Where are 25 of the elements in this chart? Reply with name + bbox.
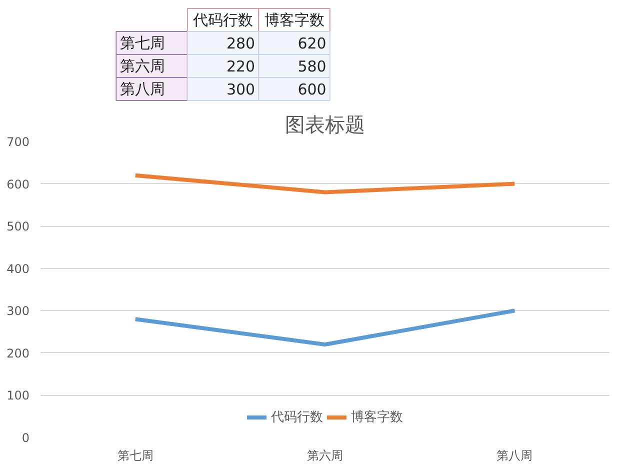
data-label: 220	[226, 58, 256, 76]
data-label: 620	[298, 34, 326, 52]
series-label: 代码行数	[192, 11, 254, 29]
legend-label: 代码行数	[271, 409, 323, 426]
y-tick-label: 600	[6, 177, 30, 192]
y-tick-label: 500	[6, 220, 30, 234]
category-label: 第六周	[120, 57, 165, 75]
x-tick-label: 第八周	[496, 448, 533, 462]
y-tick-label: 200	[6, 346, 30, 360]
category-label: 第七周	[120, 34, 165, 52]
data-label: 300	[226, 80, 256, 98]
series-label: 博客字数	[264, 11, 324, 29]
x-tick-label: 第六周	[307, 448, 343, 462]
y-tick-label: 0	[22, 431, 30, 445]
y-tick-label: 400	[6, 262, 30, 276]
data-label: 600	[298, 80, 326, 98]
legend-label: 博客字数	[351, 409, 403, 426]
y-tick-label: 100	[6, 388, 30, 403]
y-tick-label: 300	[6, 304, 30, 318]
y-tick-label: 700	[6, 135, 30, 149]
x-tick-label: 第七周	[117, 448, 154, 462]
data-label: 580	[298, 58, 326, 76]
data-label: 280	[226, 34, 256, 52]
category-label: 第八周	[120, 80, 165, 98]
chart-title: 图表标题	[285, 112, 365, 136]
